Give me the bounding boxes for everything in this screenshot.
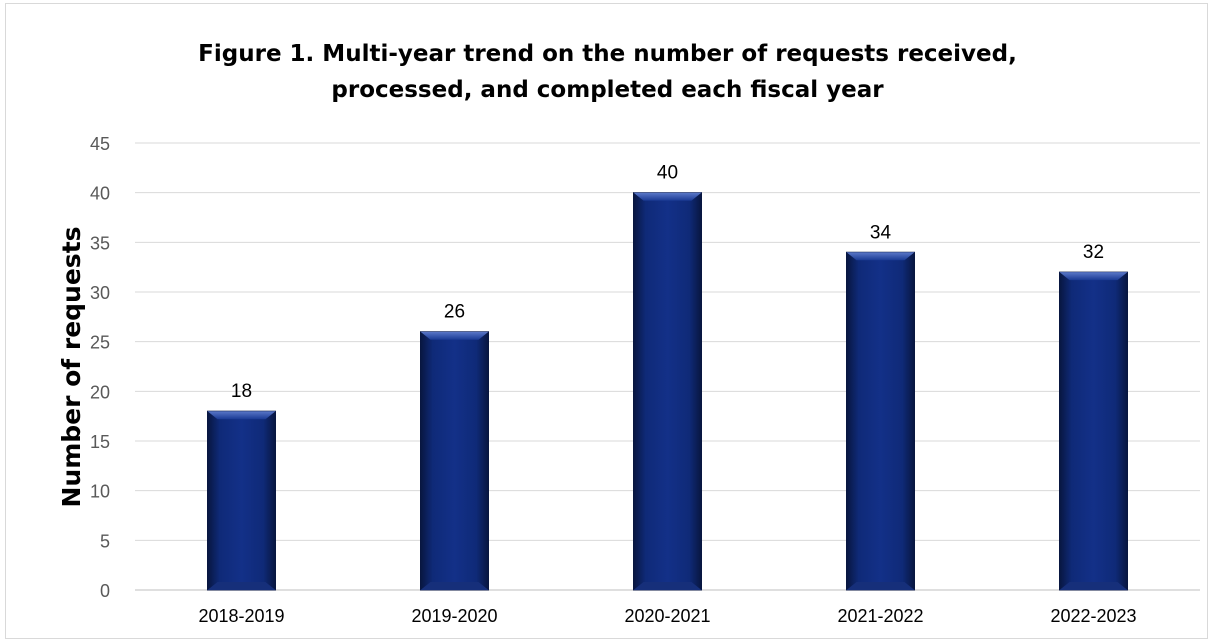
x-axis-ticks: 2018-2019 2019-2020 2020-2021 2021-2022 2022… [198, 606, 1136, 626]
y-tick-label: 0 [100, 581, 110, 601]
bar-bevel-top [207, 411, 276, 420]
data-label: 32 [1083, 242, 1104, 263]
chart-title-line-1: Figure 1. Multi-year trend on the number… [198, 41, 1017, 67]
x-tick-label: 2018-2019 [198, 606, 284, 626]
bar-bevel-bottom [846, 582, 915, 590]
y-tick-label: 45 [90, 134, 110, 154]
y-tick-label: 10 [90, 482, 110, 502]
bar [1059, 271, 1128, 591]
y-tick-label: 35 [90, 233, 110, 253]
bar-2018-2019 [207, 410, 276, 591]
bar [846, 251, 915, 591]
y-tick-label: 25 [90, 333, 110, 353]
bar-bevel-top [1059, 272, 1128, 281]
x-tick-label: 2020-2021 [624, 606, 710, 626]
y-tick-label: 5 [100, 531, 110, 551]
x-tick-label: 2021-2022 [837, 606, 923, 626]
bar [207, 410, 276, 591]
bar-2020-2021 [633, 192, 702, 591]
data-label: 26 [444, 302, 465, 323]
data-label: 18 [231, 381, 252, 402]
chart-title-line-2: processed, and completed each fiscal yea… [331, 77, 884, 103]
chart-frame [5, 3, 1208, 639]
bar-bevel-bottom [633, 582, 702, 590]
y-tick-label: 20 [90, 382, 110, 402]
bar [633, 192, 702, 591]
bar-layer: 18 26 40 34 32 [207, 163, 1128, 591]
y-tick-label: 15 [90, 432, 110, 452]
x-tick-label: 2022-2023 [1050, 606, 1136, 626]
chart-title: Figure 1. Multi-year trend on the number… [0, 36, 1215, 108]
bar-bevel-bottom [207, 582, 276, 590]
y-tick-label: 30 [90, 283, 110, 303]
bar-bevel-top [846, 252, 915, 261]
bar-2019-2020 [420, 331, 489, 591]
y-axis-label: Number of requests [57, 226, 86, 507]
y-tick-label: 40 [90, 184, 110, 204]
bar-bevel-bottom [420, 582, 489, 590]
bar-bevel-top [420, 331, 489, 340]
data-label: 34 [870, 222, 892, 243]
bar-2022-2023 [1059, 271, 1128, 591]
y-axis-ticks: 0 5 10 15 20 25 30 35 40 45 [90, 134, 110, 601]
data-label: 40 [657, 163, 678, 184]
bar [420, 331, 489, 591]
x-tick-label: 2019-2020 [411, 606, 497, 626]
bar-2021-2022 [846, 251, 915, 591]
bar-bevel-top [633, 192, 702, 201]
bar-bevel-bottom [1059, 582, 1128, 590]
